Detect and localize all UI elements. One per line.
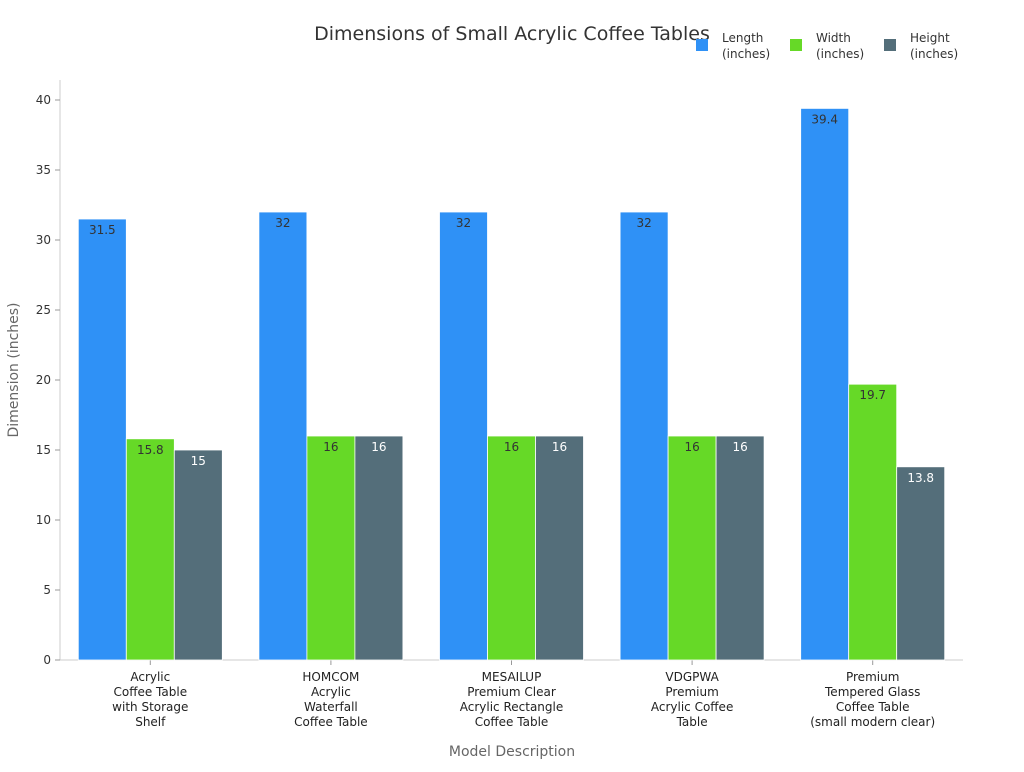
bar [800,108,850,661]
y-tick-label: 35 [36,163,51,177]
x-tick-label: Waterfall [304,700,358,714]
data-label: 16 [504,440,519,454]
bar [535,435,584,661]
x-tick-label: Premium [846,670,899,684]
data-label: 16 [684,440,699,454]
bar [667,435,717,661]
data-label: 15.8 [137,443,164,457]
x-axis-label: Model Description [449,744,575,760]
data-label: 15 [191,454,206,468]
bar [354,435,404,661]
legend-swatch [696,39,708,51]
bar [487,435,536,661]
data-label: 31.5 [89,223,116,237]
data-label: 16 [732,440,747,454]
x-tick-label: Premium Clear [467,685,556,699]
legend-label: (inches) [722,47,770,61]
chart-title: Dimensions of Small Acrylic Coffee Table… [314,23,710,45]
legend-swatch [790,39,802,51]
bar [173,449,223,661]
data-label: 32 [456,216,471,230]
data-label: 32 [275,216,290,230]
legend-label: Width [816,31,851,45]
bar [77,218,127,661]
x-tick-label: Acrylic Rectangle [460,700,564,714]
x-tick-label: Premium [665,685,718,699]
x-tick-label: Acrylic Coffee [651,700,733,714]
x-tick-label: Coffee Table [836,700,910,714]
y-tick-label: 30 [36,233,51,247]
x-tick-label: Shelf [135,715,166,729]
bar [715,435,765,661]
y-tick-label: 0 [43,653,51,667]
data-label: 32 [636,216,651,230]
x-tick-label: VDGPWA [665,670,719,684]
legend-label: (inches) [910,47,958,61]
y-axis-label: Dimension (inches) [6,302,22,437]
x-tick-label: Table [676,715,708,729]
legend-label: Height [910,31,950,45]
bar [896,466,946,661]
bar [306,435,356,661]
y-tick-label: 15 [36,443,51,457]
x-tick-label: Tempered Glass [824,685,920,699]
y-tick-label: 20 [36,373,51,387]
x-tick-label: MESAILUP [482,670,542,684]
x-tick-label: Coffee Table [475,715,549,729]
legend-label: (inches) [816,47,864,61]
x-tick-label: Acrylic [311,685,351,699]
bar [125,438,175,661]
y-tick-label: 5 [43,583,51,597]
legend-swatch [884,39,896,51]
bar [258,211,308,661]
data-label: 19.7 [859,388,886,402]
legend-label: Length [722,31,763,45]
x-tick-label: (small modern clear) [810,715,935,729]
x-tick-label: with Storage [112,700,188,714]
data-label: 16 [552,440,567,454]
data-label: 16 [371,440,386,454]
y-tick-label: 10 [36,513,51,527]
x-tick-label: Coffee Table [113,685,187,699]
bar [848,383,898,661]
data-label: 39.4 [811,112,838,126]
x-tick-label: Acrylic [130,670,170,684]
data-label: 16 [323,440,338,454]
y-tick-label: 25 [36,303,51,317]
data-label: 13.8 [907,471,934,485]
x-tick-label: Coffee Table [294,715,368,729]
bar [439,211,488,661]
x-tick-label: HOMCOM [302,670,359,684]
y-tick-label: 40 [36,93,51,107]
bar [619,211,669,661]
